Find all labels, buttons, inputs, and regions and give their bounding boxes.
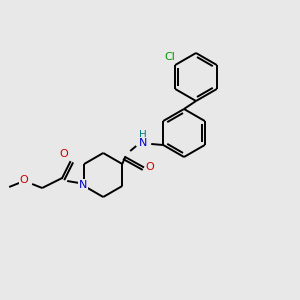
Text: O: O: [60, 149, 68, 159]
Text: N: N: [139, 138, 147, 148]
Text: H: H: [139, 130, 147, 140]
Text: O: O: [146, 162, 154, 172]
Text: O: O: [20, 175, 28, 185]
Text: N: N: [79, 180, 87, 190]
Text: Cl: Cl: [165, 52, 176, 62]
